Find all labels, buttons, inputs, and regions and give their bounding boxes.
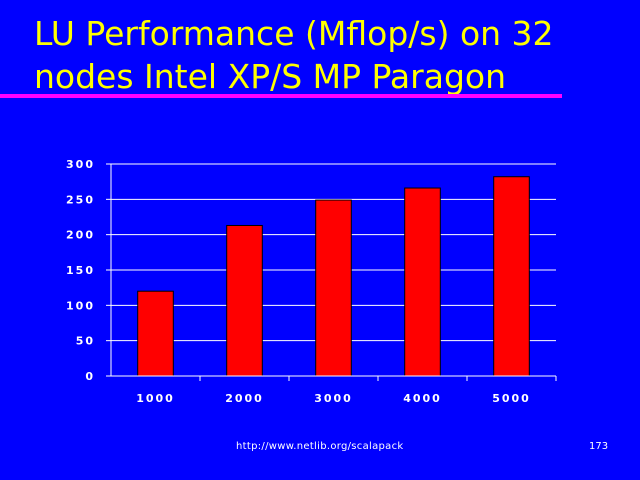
y-tick-label: 100 [66, 299, 95, 312]
tick-labels: 0 50 100 150 200 250 300 1000 2000 3000 4000 5000 [66, 158, 531, 405]
bar-2000 [226, 224, 263, 377]
x-tick-label: 5000 [492, 392, 531, 405]
bar-4000 [404, 187, 441, 377]
y-tick-label: 150 [66, 264, 95, 277]
slide-title: LU Performance (Mflop/s) on 32 nodes Int… [34, 14, 554, 96]
y-tick-label: 0 [85, 370, 95, 383]
bar-3000 [315, 199, 352, 377]
x-tick-label: 1000 [136, 392, 175, 405]
bar-1000 [137, 290, 174, 377]
x-tick-label: 4000 [403, 392, 442, 405]
x-tick-label: 2000 [225, 392, 264, 405]
page-number: 173 [589, 441, 609, 452]
axes [106, 163, 557, 381]
x-tick-label: 3000 [314, 392, 353, 405]
y-tick-label: 50 [76, 335, 95, 348]
bar-5000 [493, 176, 530, 377]
title-underline [0, 94, 562, 98]
bars [137, 176, 530, 377]
y-tick-label: 200 [66, 229, 95, 242]
footer-url: http://www.netlib.org/scalapack [236, 441, 404, 452]
y-tick-label: 250 [66, 193, 95, 206]
y-tick-label: 300 [66, 158, 95, 171]
